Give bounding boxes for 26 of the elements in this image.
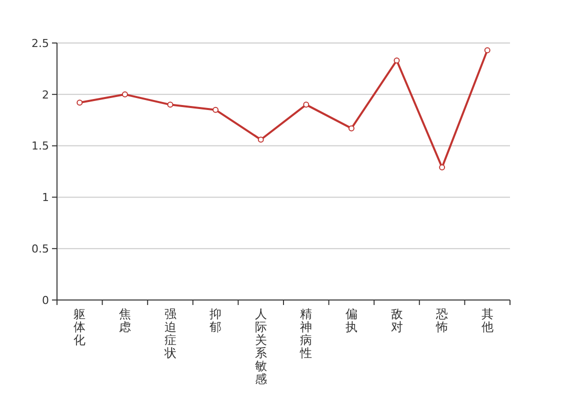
y-tick-label: 0.5: [32, 242, 49, 256]
point: [212, 106, 219, 113]
y-tick-label: 2.5: [32, 36, 49, 50]
x-tick-label: 敌对: [390, 307, 403, 334]
x-tick-label: 偏执: [345, 307, 358, 334]
y-tick-label: 1: [42, 191, 49, 204]
point: [303, 102, 310, 108]
y-tick-label: 0: [42, 294, 49, 307]
x-tick-label: 恐怖: [435, 307, 448, 334]
point: [167, 102, 174, 108]
x-tick-label: 人际关系敏感: [254, 307, 267, 386]
x-tick-label: 躯体化: [74, 307, 86, 347]
point: [439, 164, 446, 170]
point: [122, 91, 128, 98]
y-tick-label: 1.5: [32, 140, 49, 153]
x-tick-label: 其他: [481, 307, 494, 334]
point: [394, 57, 400, 64]
point: [348, 125, 354, 132]
x-tick-label: 抑郁: [210, 307, 222, 334]
x-tick-label: 焦虑: [118, 307, 131, 334]
y-tick-label: 2: [42, 88, 49, 102]
point: [484, 47, 490, 54]
x-tick-label: 强迫症状: [163, 307, 176, 360]
point: [76, 100, 83, 106]
point: [258, 136, 264, 143]
x-tick-label: 精神病性: [299, 307, 312, 360]
